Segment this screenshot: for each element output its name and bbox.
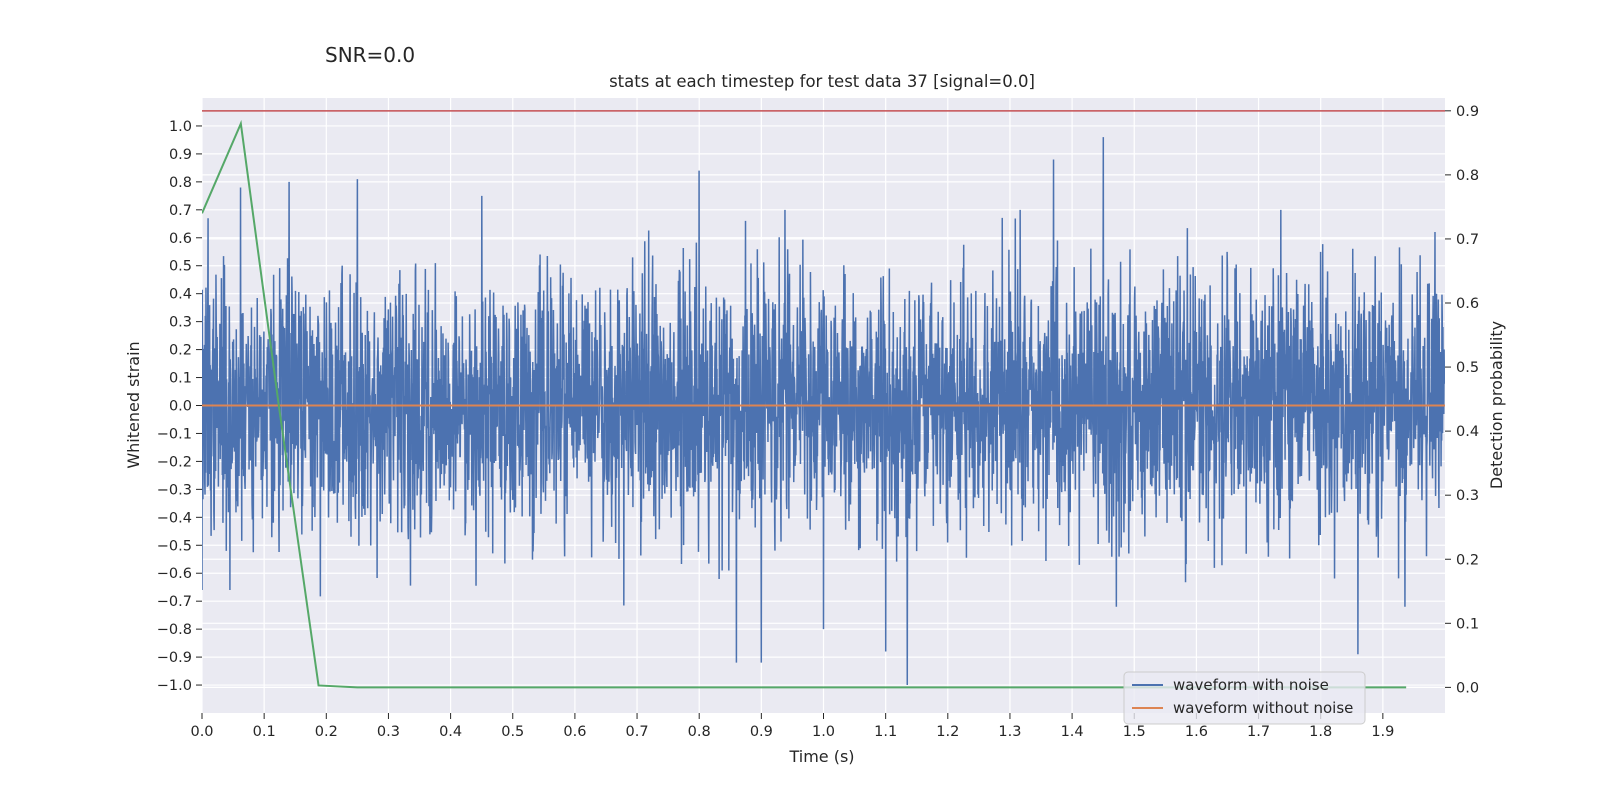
y-tick-label: 0.5 xyxy=(169,259,192,275)
series-layer xyxy=(202,110,1445,689)
series-waveform-with-noise xyxy=(202,137,1445,686)
x-tick-label: 1.7 xyxy=(1247,724,1270,740)
x-tick-label: 1.8 xyxy=(1309,724,1332,740)
suptitle: SNR=0.0 xyxy=(325,43,415,67)
x-tick-label: 0.1 xyxy=(253,724,276,740)
x-tick-label: 0.8 xyxy=(688,724,711,740)
legend-label-clean: waveform without noise xyxy=(1173,699,1353,717)
y-right-tick-label: 0.5 xyxy=(1456,360,1479,376)
y-right-tick-label: 0.0 xyxy=(1456,680,1479,696)
y-tick-label: 0.3 xyxy=(169,315,192,331)
x-tick-label: 1.3 xyxy=(998,724,1021,740)
y-tick-label: −0.8 xyxy=(157,622,192,638)
y-tick-label: −0.5 xyxy=(157,538,192,554)
x-tick-label: 1.1 xyxy=(874,724,897,740)
y-right-tick-label: 0.2 xyxy=(1456,552,1479,568)
x-tick-label: 0.9 xyxy=(750,724,773,740)
x-axis-label: Time (s) xyxy=(788,747,854,766)
y-tick-label: 0.0 xyxy=(169,399,192,415)
legend-box xyxy=(1123,671,1366,725)
x-tick-label: 1.4 xyxy=(1061,724,1084,740)
y-right-tick-label: 0.4 xyxy=(1456,424,1479,440)
y-axis-label: Whitened strain xyxy=(124,341,143,468)
x-tick-label: 0.4 xyxy=(439,724,462,740)
y-axis-right-label: Detection probability xyxy=(1487,321,1506,489)
y-right-tick-label: 0.6 xyxy=(1456,296,1479,312)
y-tick-label: −0.1 xyxy=(157,426,192,442)
y-right-tick-label: 0.8 xyxy=(1456,168,1479,184)
x-tick-label: 1.6 xyxy=(1185,724,1208,740)
x-tick-label: 1.2 xyxy=(936,724,959,740)
y-tick-label: 0.2 xyxy=(169,343,192,359)
x-tick-label: 1.0 xyxy=(812,724,835,740)
x-tick-label: 0.5 xyxy=(501,724,524,740)
y-right-tick-label: 0.7 xyxy=(1456,232,1479,248)
y-tick-label: 0.8 xyxy=(169,175,192,191)
y-tick-label: −0.9 xyxy=(157,650,192,666)
y-tick-label: 0.9 xyxy=(169,147,192,163)
chart-title: stats at each timestep for test data 37 … xyxy=(609,72,1035,91)
y-right-tick-label: 0.3 xyxy=(1456,488,1479,504)
x-tick-label: 1.5 xyxy=(1123,724,1146,740)
x-tick-label: 1.9 xyxy=(1371,724,1394,740)
legend: waveform with noise waveform without noi… xyxy=(1123,671,1366,725)
x-tick-label: 0.6 xyxy=(563,724,586,740)
y-tick-label: −0.6 xyxy=(157,566,192,582)
y-tick-label: 0.7 xyxy=(169,203,192,219)
y-tick-label: −0.4 xyxy=(157,510,192,526)
x-tick-label: 0.7 xyxy=(626,724,649,740)
y-right-tick-label: 0.9 xyxy=(1456,104,1479,120)
y-tick-label: −0.2 xyxy=(157,454,192,470)
x-tick-label: 0.0 xyxy=(190,724,213,740)
y-axis-right-ticks: 0.9 0.8 0.7 0.6 0.5 0.4 0.3 0.2 0.1 0.0 xyxy=(1445,104,1479,696)
y-tick-label: 0.6 xyxy=(169,231,192,247)
y-axis-ticks: 1.0 0.9 0.8 0.7 0.6 0.5 0.4 0.3 0.2 0.1 0.0 −0.1 −0.… xyxy=(157,119,202,694)
y-tick-label: 1.0 xyxy=(169,119,192,135)
x-tick-label: 0.3 xyxy=(377,724,400,740)
y-tick-label: 0.4 xyxy=(169,287,192,303)
y-tick-label: −0.3 xyxy=(157,482,192,498)
y-tick-label: −0.7 xyxy=(157,594,192,610)
x-tick-label: 0.2 xyxy=(315,724,338,740)
y-tick-label: 0.1 xyxy=(169,371,192,387)
legend-label-noise: waveform with noise xyxy=(1173,676,1329,694)
y-tick-label: −1.0 xyxy=(157,678,192,694)
y-right-tick-label: 0.1 xyxy=(1456,616,1479,632)
x-axis-ticks: 0.0 0.1 0.2 0.3 0.4 0.5 0.6 0.7 0.8 0.9 1.0 1.1 1.2 1… xyxy=(190,713,1394,740)
